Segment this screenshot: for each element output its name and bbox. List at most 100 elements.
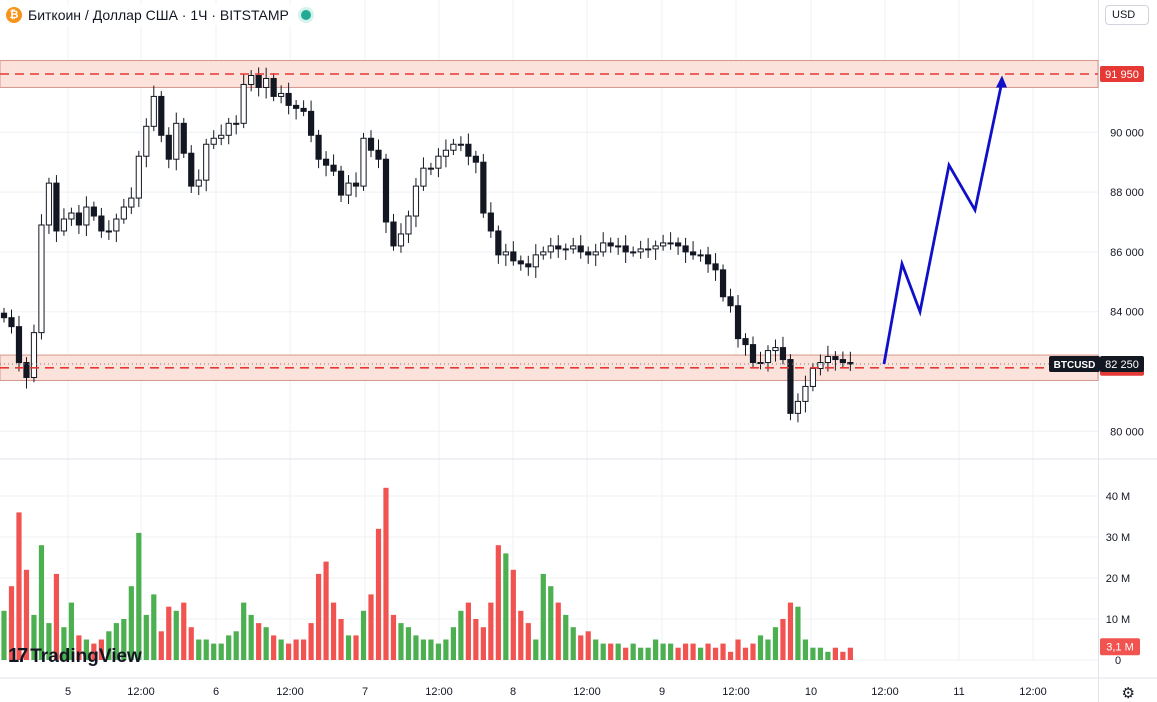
volume-bar bbox=[256, 623, 262, 660]
candle bbox=[764, 350, 772, 364]
volume-bar bbox=[128, 586, 134, 660]
volume-bar bbox=[525, 623, 531, 660]
volume-bar bbox=[353, 635, 359, 660]
candle bbox=[135, 155, 142, 199]
volume-bar bbox=[136, 532, 142, 660]
candle bbox=[352, 182, 360, 187]
volume-bar bbox=[787, 602, 794, 660]
candle bbox=[210, 137, 217, 145]
volume-bar bbox=[308, 623, 314, 660]
candle bbox=[397, 233, 405, 247]
candle bbox=[435, 155, 442, 169]
currency-select[interactable]: USD bbox=[1105, 5, 1149, 25]
candle bbox=[375, 149, 382, 160]
market-status-icon bbox=[300, 10, 311, 20]
level-price-tag[interactable] bbox=[1100, 65, 1144, 82]
volume-bar bbox=[46, 623, 52, 660]
volume-bar bbox=[615, 643, 621, 660]
candle bbox=[427, 167, 435, 170]
candle bbox=[345, 182, 352, 196]
candle bbox=[165, 134, 172, 160]
volume-bar bbox=[375, 528, 382, 660]
volume-axis-label: 0 bbox=[1115, 655, 1121, 667]
candle bbox=[450, 143, 457, 151]
symbol-name-label: BTCUSD bbox=[1054, 360, 1096, 371]
time-axis-label: 12:00 bbox=[871, 686, 899, 698]
symbol-title[interactable]: Биткоин / Доллар США · 1Ч · BITSTAMP bbox=[28, 7, 289, 23]
volume-bar bbox=[443, 639, 449, 660]
volume-bar bbox=[23, 569, 30, 660]
volume-bar bbox=[91, 643, 97, 660]
time-axis-label: 12:00 bbox=[573, 686, 601, 698]
candle bbox=[787, 359, 794, 414]
candle bbox=[517, 260, 524, 265]
candle bbox=[727, 296, 734, 307]
volume-bar bbox=[780, 619, 786, 660]
candle bbox=[712, 263, 719, 271]
volume-bar bbox=[435, 643, 442, 660]
volume-bar bbox=[825, 651, 831, 660]
volume-bar bbox=[593, 639, 599, 660]
candle bbox=[180, 122, 187, 154]
current-volume-tag bbox=[1100, 638, 1140, 656]
volume-bar bbox=[645, 647, 651, 660]
time-axis-label: 7 bbox=[362, 686, 368, 698]
volume-bar bbox=[323, 561, 329, 660]
candle bbox=[652, 245, 659, 250]
candle bbox=[248, 74, 255, 85]
tradingview-logo[interactable]: 17 TradingView bbox=[8, 645, 142, 668]
volume-bar bbox=[16, 512, 22, 660]
volume-bar bbox=[301, 639, 307, 660]
volume-bar bbox=[630, 643, 636, 660]
candle bbox=[143, 125, 150, 157]
volume-bar bbox=[510, 569, 516, 660]
candle bbox=[600, 242, 607, 253]
gear-icon[interactable]: ⚙ bbox=[1121, 685, 1135, 702]
candle bbox=[772, 347, 779, 352]
candle bbox=[832, 356, 839, 361]
last-price-label: 82 250 bbox=[1105, 359, 1139, 371]
volume-axis-label: 30 M bbox=[1106, 532, 1130, 544]
candle bbox=[817, 362, 824, 370]
time-axis-label: 12:00 bbox=[722, 686, 750, 698]
candle bbox=[0, 312, 8, 319]
candle bbox=[307, 110, 315, 136]
candle bbox=[562, 248, 569, 251]
candle bbox=[719, 269, 727, 298]
candle bbox=[30, 332, 38, 378]
volume-bar bbox=[428, 639, 434, 660]
candle bbox=[704, 254, 712, 265]
volume-bar bbox=[38, 545, 45, 660]
volume-bar bbox=[218, 643, 224, 660]
candle bbox=[472, 155, 479, 163]
forecast-arrow[interactable] bbox=[882, 81, 1004, 365]
candle bbox=[270, 77, 277, 97]
volume-bar bbox=[151, 594, 157, 660]
volume-bar bbox=[450, 627, 456, 660]
volume-bar bbox=[278, 639, 284, 660]
time-axis-label: 9 bbox=[659, 686, 665, 698]
candle bbox=[225, 122, 232, 136]
time-axis-label: 6 bbox=[213, 686, 219, 698]
volume-bar bbox=[533, 639, 539, 660]
symbol-header[interactable]: ₿ Биткоин / Доллар США · 1Ч · BITSTAMP bbox=[6, 4, 317, 26]
volume-bar bbox=[315, 573, 322, 660]
volume-bar bbox=[458, 610, 464, 660]
candle bbox=[105, 230, 112, 233]
candle bbox=[412, 185, 420, 217]
volume-bar bbox=[181, 602, 187, 660]
volume-bar bbox=[405, 627, 412, 660]
volume-bar bbox=[390, 614, 397, 660]
volume-bar bbox=[31, 614, 37, 660]
candle bbox=[442, 149, 450, 157]
volume-bar bbox=[83, 639, 89, 660]
candle bbox=[90, 206, 97, 217]
volume-bar bbox=[106, 631, 112, 660]
candle bbox=[510, 251, 517, 262]
candle bbox=[824, 356, 831, 364]
candle bbox=[60, 218, 68, 232]
volume-bar bbox=[795, 606, 801, 660]
candle bbox=[487, 212, 494, 232]
volume-bar bbox=[705, 643, 711, 660]
